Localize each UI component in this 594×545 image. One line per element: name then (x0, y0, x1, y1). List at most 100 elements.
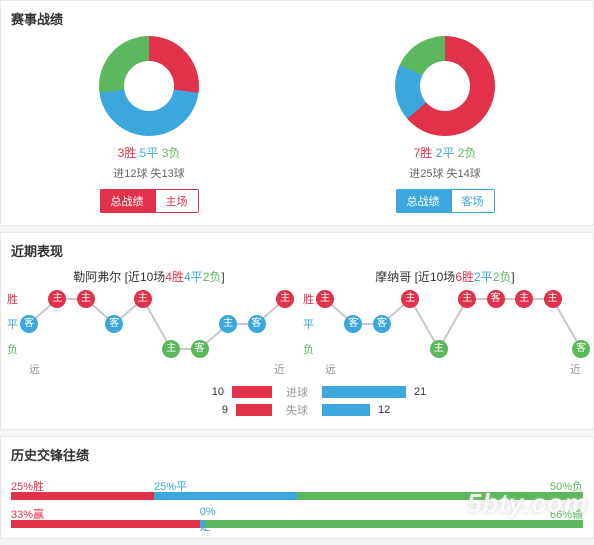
history-title: 历史交锋往绩 (1, 437, 593, 472)
right-team-col: 7胜 2平 2负 进25球 失14球 总战绩 客场 (297, 36, 593, 225)
result-point: 主 (401, 290, 419, 308)
right-goals: 进25球 失14球 (297, 165, 593, 181)
history-panel: 历史交锋往绩 25%胜25%平50%负 33%赢0%走66%输 (0, 436, 594, 539)
left-axis-labels: 胜 平 负 (7, 289, 27, 379)
recent-top: 勒阿弗尔 [近10场4胜4平2负] 胜 平 负 客主主客主主客主客主 远 近 摩… (1, 268, 593, 379)
center-bars: 10 进球 21 9失球12 (1, 383, 593, 429)
left-team-col: 3胜 5平 3负 进12球 失13球 总战绩 主场 (1, 36, 297, 225)
right-donut-wrap (297, 36, 593, 136)
x-near-r: 近 (570, 361, 581, 377)
right-losses: 2负 (458, 146, 477, 160)
recent-left-col: 勒阿弗尔 [近10场4胜4平2负] 胜 平 负 客主主客主主客主客主 远 近 (1, 268, 297, 379)
history-label-win: 33%赢 (11, 506, 200, 520)
result-point: 主 (430, 340, 448, 358)
axis-draw-r: 平 (303, 316, 323, 332)
result-point: 客 (105, 315, 123, 333)
history-seg-loss (205, 520, 583, 528)
left-x-range: 远 近 (29, 361, 285, 377)
center-bar-row: 9失球12 (1, 401, 593, 419)
history-seg-win (11, 520, 200, 528)
axis-loss: 负 (7, 341, 27, 357)
match-record-panel: 赛事战绩 3胜 5平 3负 进12球 失13球 总战绩 主场 7胜 2平 (0, 0, 594, 226)
result-point: 客 (373, 315, 391, 333)
result-point: 主 (316, 290, 334, 308)
right-ctx-suf: ] (511, 270, 514, 284)
center-bar-left-val: 9 (208, 404, 228, 416)
right-x-range: 远 近 (325, 361, 581, 377)
result-point: 客 (487, 290, 505, 308)
result-point: 客 (248, 315, 266, 333)
left-line-chart: 胜 平 负 客主主客主主客主客主 远 近 (7, 289, 291, 379)
left-toggle-home[interactable]: 主场 (155, 189, 199, 213)
left-ctx-w: 4胜 (165, 270, 184, 284)
x-near: 近 (274, 361, 285, 377)
right-ctx-l: 2负 (493, 270, 512, 284)
result-point: 主 (48, 290, 66, 308)
result-point: 客 (572, 340, 590, 358)
left-ctx-suf: ] (221, 270, 224, 284)
history-seg-draw (154, 492, 297, 500)
recent-performance-panel: 近期表现 勒阿弗尔 [近10场4胜4平2负] 胜 平 负 客主主客主主客主客主 … (0, 232, 594, 430)
right-wins: 7胜 (414, 146, 433, 160)
center-bar-left: 9 (1, 404, 272, 416)
match-record-title: 赛事战绩 (1, 1, 593, 36)
result-point: 主 (162, 340, 180, 358)
result-point: 客 (344, 315, 362, 333)
recent-performance-title: 近期表现 (1, 233, 593, 268)
center-bar-left: 10 (1, 386, 272, 398)
recent-right-col: 摩纳哥 [近10场6胜2平2负] 胜 平 负 主客客主主主客主主客 远 近 (297, 268, 593, 379)
center-bar-row: 10 进球 21 (1, 383, 593, 401)
right-toggle-total[interactable]: 总战绩 (396, 189, 451, 213)
result-point: 主 (276, 290, 294, 308)
right-plot: 主客客主主主客主主客 (325, 289, 581, 359)
left-losses: 3负 (162, 146, 181, 160)
left-goals: 进12球 失13球 (1, 165, 297, 181)
right-ctx-pre: [近10场 (415, 270, 456, 284)
result-point: 主 (458, 290, 476, 308)
right-toggle-away[interactable]: 客场 (451, 189, 495, 213)
result-point: 主 (544, 290, 562, 308)
center-bar-right: 12 (322, 404, 593, 416)
result-point: 主 (134, 290, 152, 308)
right-line-chart: 胜 平 负 主客客主主主客主主客 远 近 (303, 289, 587, 379)
right-ctx-w: 6胜 (455, 270, 474, 284)
center-bar-right-val: 12 (378, 404, 390, 416)
right-donut-chart (395, 36, 495, 136)
left-wins: 3胜 (118, 146, 137, 160)
right-team-name: 摩纳哥 (375, 270, 411, 284)
left-team-name: 勒阿弗尔 (73, 270, 121, 284)
left-summary: 3胜 5平 3负 (1, 144, 297, 161)
history-row: 25%胜25%平50%负 (11, 478, 583, 500)
left-donut-wrap (1, 36, 297, 136)
history-labels: 33%赢0%走66%输 (11, 506, 583, 520)
center-bar-left-val: 10 (204, 386, 224, 398)
left-toggle-total[interactable]: 总战绩 (100, 189, 155, 213)
result-point: 主 (219, 315, 237, 333)
history-row: 33%赢0%走66%输 (11, 506, 583, 528)
result-point: 客 (191, 340, 209, 358)
left-ctx-l: 2负 (203, 270, 222, 284)
history-label-loss: 66%输 (216, 506, 583, 520)
left-ctx-d: 4平 (184, 270, 203, 284)
result-point: 主 (77, 290, 95, 308)
result-point: 客 (20, 315, 38, 333)
center-bar-right: 21 (322, 386, 593, 398)
history-bar (11, 520, 583, 528)
axis-loss-r: 负 (303, 341, 323, 357)
history-label-draw: 25%平 (154, 478, 297, 492)
match-record-body: 3胜 5平 3负 进12球 失13球 总战绩 主场 7胜 2平 2负 进25球 … (1, 36, 593, 225)
history-label-win: 25%胜 (11, 478, 154, 492)
x-far: 远 (29, 361, 40, 377)
center-bar-label: 进球 (272, 384, 322, 400)
history-labels: 25%胜25%平50%负 (11, 478, 583, 492)
history-seg-loss (297, 492, 583, 500)
history-body: 25%胜25%平50%负 33%赢0%走66%输 (1, 478, 593, 538)
left-donut-chart (99, 36, 199, 136)
axis-win: 胜 (7, 291, 27, 307)
right-draws: 2平 (436, 146, 455, 160)
right-summary: 7胜 2平 2负 (297, 144, 593, 161)
result-point: 主 (515, 290, 533, 308)
left-toggle: 总战绩 主场 (100, 189, 199, 213)
x-far-r: 远 (325, 361, 336, 377)
center-bar-right-val: 21 (414, 386, 426, 398)
